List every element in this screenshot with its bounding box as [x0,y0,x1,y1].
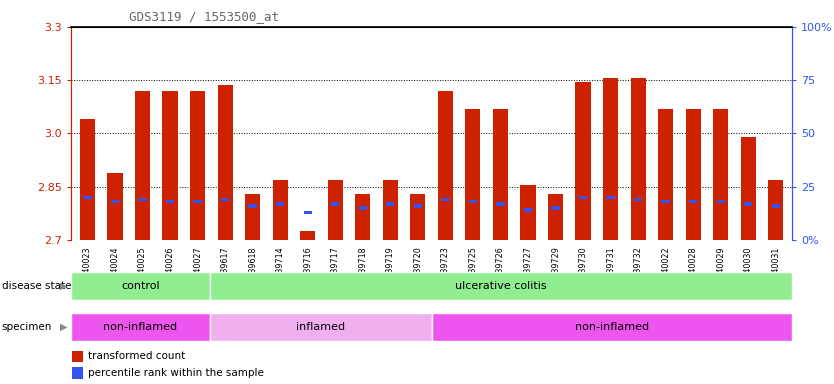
Bar [414,204,422,208]
Bar [606,195,615,199]
Text: GDS3119 / 1553500_at: GDS3119 / 1553500_at [129,10,279,23]
Bar [520,185,535,240]
Bar [138,198,147,201]
Bar [524,209,532,212]
Bar [579,195,587,199]
Bar [383,180,398,240]
Text: ▶: ▶ [60,322,68,332]
Bar [469,200,477,204]
Text: control: control [121,281,159,291]
Bar [548,194,563,240]
Bar [551,206,560,210]
Bar [716,200,725,204]
Bar [768,180,783,240]
Bar [209,271,792,300]
Bar [300,231,315,240]
Bar [71,313,209,341]
Bar [686,109,701,240]
Bar [386,202,394,205]
Bar [166,200,174,204]
Bar [273,180,288,240]
Bar [209,313,432,341]
Bar [83,195,92,199]
Bar [221,198,229,201]
Bar [744,202,752,205]
Bar [331,202,339,205]
Bar [661,200,670,204]
Text: percentile rank within the sample: percentile rank within the sample [88,367,264,377]
Bar [304,210,312,214]
Bar [410,194,425,240]
Text: specimen: specimen [2,322,52,332]
Bar [771,204,780,208]
Bar [276,202,284,205]
Bar [493,109,508,240]
Bar [658,109,673,240]
Text: ulcerative colitis: ulcerative colitis [455,281,547,291]
Bar [163,91,178,240]
Text: disease state: disease state [2,281,71,291]
Bar [73,367,83,379]
Text: ▶: ▶ [60,281,68,291]
Text: inflamed: inflamed [296,322,345,332]
Bar [193,200,202,204]
Bar [111,200,119,204]
Bar [71,271,209,300]
Text: non-inflamed: non-inflamed [575,322,649,332]
Bar [441,198,450,201]
Bar [631,78,646,240]
Bar [575,82,590,240]
Bar [359,206,367,210]
Text: non-inflamed: non-inflamed [103,322,178,332]
Bar [496,202,505,205]
Bar [73,351,83,362]
Bar [245,194,260,240]
Bar [603,78,618,240]
Bar [108,172,123,240]
Bar [328,180,343,240]
Bar [438,91,453,240]
Bar [689,200,697,204]
Bar [190,91,205,240]
Bar [218,86,233,240]
Bar [741,137,756,240]
Bar [634,198,642,201]
Bar [355,194,370,240]
Bar [80,119,95,240]
Bar [432,313,792,341]
Text: transformed count: transformed count [88,351,185,361]
Bar [249,204,257,208]
Bar [713,109,728,240]
Bar [465,109,480,240]
Bar [135,91,150,240]
